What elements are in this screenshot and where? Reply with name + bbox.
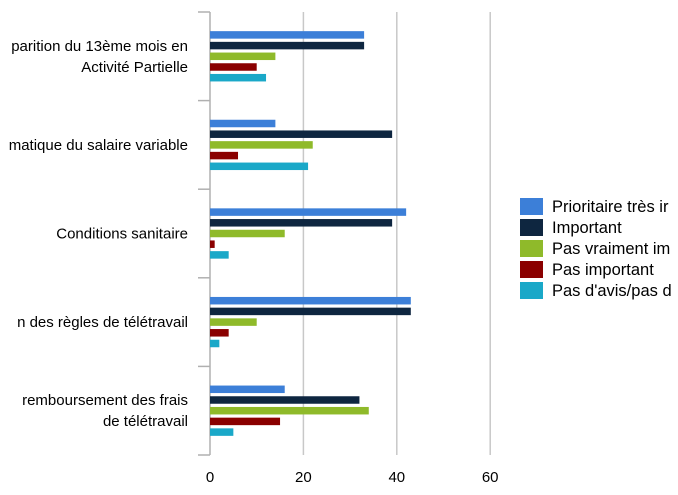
bar-5-3: [210, 251, 229, 259]
category-label: Activité Partielle: [81, 59, 188, 76]
legend-swatch-3: [520, 240, 543, 257]
bar-2-1: [210, 41, 365, 50]
bars: [210, 31, 411, 436]
category-labels: parition du 13ème mois en Activité Partie…: [9, 38, 188, 430]
bar-5-1: [210, 73, 267, 82]
x-tick-label: 0: [206, 469, 214, 486]
bar-2-3: [210, 219, 393, 227]
x-tick-label: 60: [482, 469, 499, 486]
legend-swatch-1: [520, 198, 543, 215]
bar-1-3: [210, 208, 407, 216]
legend-swatch-5: [520, 282, 543, 299]
bar-1-4: [210, 296, 411, 305]
category-label: Conditions sanitaire: [56, 226, 188, 243]
legend: Prioritaire très ir Important Pas vraiment…: [520, 198, 672, 300]
bar-3-5: [210, 406, 369, 415]
legend-label-5: Pas d'avis/pas d: [552, 282, 672, 300]
bar-5-5: [210, 428, 234, 436]
bar-3-3: [210, 229, 285, 238]
bar-4-3: [210, 240, 215, 248]
bar-4-2: [210, 151, 239, 160]
category-label: parition du 13ème mois en: [11, 38, 188, 55]
legend-label-3: Pas vraiment im: [552, 240, 670, 258]
legend-swatch-2: [520, 219, 543, 236]
bar-1-1: [210, 31, 365, 39]
legend-swatch-4: [520, 261, 543, 278]
category-label: matique du salaire variable: [9, 137, 188, 154]
axes: [198, 11, 211, 456]
legend-label-4: Pas important: [552, 261, 654, 279]
gridlines: [302, 12, 491, 455]
bar-2-5: [210, 396, 360, 404]
bar-1-2: [210, 119, 276, 128]
bar-3-1: [210, 52, 276, 61]
x-tick-label: 40: [388, 469, 405, 486]
bar-1-5: [210, 385, 285, 394]
bar-5-2: [210, 162, 309, 171]
bar-2-2: [210, 130, 393, 138]
bar-4-1: [210, 63, 257, 71]
bar-3-2: [210, 141, 313, 149]
bar-5-4: [210, 339, 220, 348]
category-label: remboursement des frais: [22, 392, 188, 409]
category-label: de télétravail: [103, 413, 188, 430]
bar-2-4: [210, 307, 411, 316]
x-tick-labels: 0 20 40 60: [206, 469, 499, 486]
bar-3-4: [210, 318, 257, 326]
bar-4-5: [210, 417, 281, 426]
bar-4-4: [210, 329, 229, 337]
legend-label-1: Prioritaire très ir: [552, 198, 669, 216]
category-label: n des règles de télétravail: [17, 314, 188, 331]
legend-label-2: Important: [552, 219, 622, 237]
x-tick-label: 20: [295, 469, 312, 486]
